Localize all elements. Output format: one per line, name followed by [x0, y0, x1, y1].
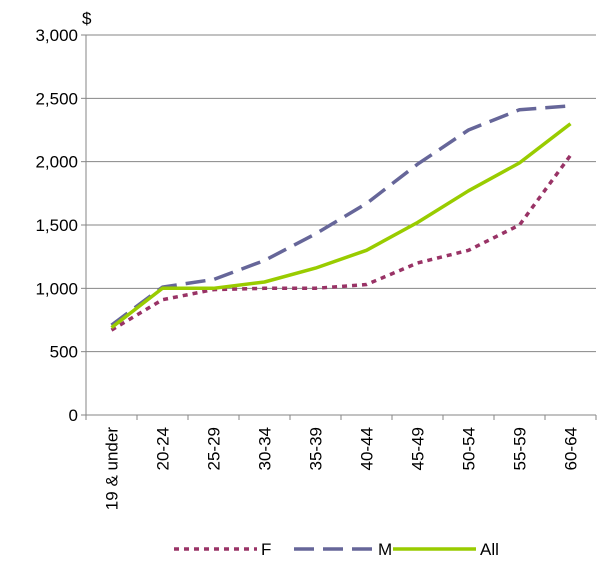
x-tick-label: 30-34	[256, 427, 275, 470]
legend-label-f: F	[261, 540, 271, 559]
series-lines	[110, 104, 572, 332]
y-tick-label: 500	[50, 343, 78, 362]
x-tick-label: 60-64	[562, 427, 581, 470]
y-axis-ticks: 0 500 1,000 1,500 2,000 2,500 3,000	[35, 26, 86, 425]
x-tick-label: 40-44	[358, 427, 377, 470]
series-line-m	[110, 104, 571, 327]
legend-label-all: All	[480, 540, 499, 559]
x-axis-ticks: 19 & under 20-24 25-29 30-34 35-39 40-44 45-49…	[85, 415, 597, 511]
y-tick-label: 0	[69, 406, 78, 425]
x-tick-label: 35-39	[307, 427, 326, 470]
series-line-all	[110, 122, 572, 329]
series-line-f	[110, 154, 572, 332]
gridlines	[86, 34, 596, 353]
y-tick-label: 2,500	[35, 89, 78, 108]
y-axis-label: $	[82, 9, 92, 28]
x-tick-label: 50-54	[460, 427, 479, 470]
x-tick-label: 19 & under	[103, 427, 122, 511]
y-tick-label: 1,000	[35, 279, 78, 298]
x-tick-label: 45-49	[409, 427, 428, 470]
legend: F M All	[174, 540, 499, 559]
x-tick-label: 25-29	[205, 427, 224, 470]
y-tick-label: 2,000	[35, 153, 78, 172]
y-tick-label: 3,000	[35, 26, 78, 45]
y-tick-label: 1,500	[35, 216, 78, 235]
x-tick-label: 20-24	[154, 427, 173, 470]
legend-label-m: M	[378, 540, 392, 559]
x-tick-label: 55-59	[511, 427, 530, 470]
